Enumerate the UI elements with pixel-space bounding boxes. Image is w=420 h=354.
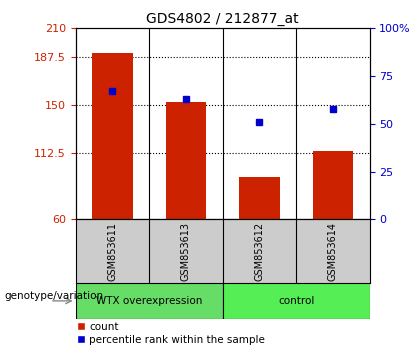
Bar bbox=[312, 151, 353, 219]
Bar bbox=[165, 102, 206, 219]
Text: genotype/variation: genotype/variation bbox=[4, 291, 103, 301]
Text: GSM853612: GSM853612 bbox=[255, 222, 264, 281]
Text: control: control bbox=[278, 296, 314, 306]
Bar bbox=[92, 53, 133, 219]
FancyBboxPatch shape bbox=[223, 283, 370, 319]
Bar bbox=[239, 177, 280, 219]
FancyBboxPatch shape bbox=[76, 283, 223, 319]
Text: GSM853611: GSM853611 bbox=[108, 222, 117, 281]
Title: GDS4802 / 212877_at: GDS4802 / 212877_at bbox=[146, 12, 299, 26]
Legend: count, percentile rank within the sample: count, percentile rank within the sample bbox=[72, 317, 269, 349]
Text: GSM853613: GSM853613 bbox=[181, 222, 191, 281]
Text: GSM853614: GSM853614 bbox=[328, 222, 338, 281]
Text: WTX overexpression: WTX overexpression bbox=[96, 296, 202, 306]
